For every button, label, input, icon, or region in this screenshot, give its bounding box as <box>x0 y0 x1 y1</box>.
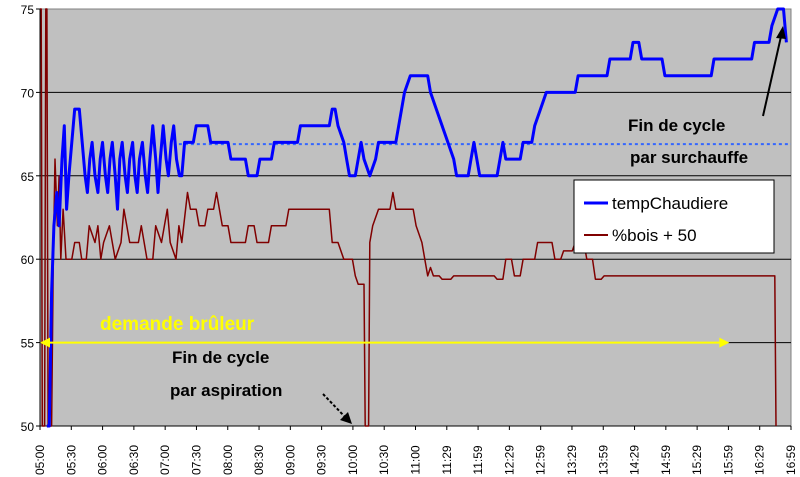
annotation-aspiration-line1: Fin de cycle <box>172 348 269 367</box>
x-tick-label: 09:30 <box>315 445 329 475</box>
legend-label-bois: %bois + 50 <box>612 226 697 245</box>
y-tick-label: 50 <box>21 420 35 434</box>
y-tick-label: 75 <box>21 3 35 17</box>
x-tick-label: 12:29 <box>502 445 516 475</box>
x-axis: 05:00 05:30 06:00 06:30 07:00 07:30 08:00 08:30… <box>33 425 798 475</box>
y-tick-label: 55 <box>21 337 35 351</box>
x-tick-label: 15:29 <box>690 445 704 475</box>
x-tick-label: 15:59 <box>721 445 735 475</box>
x-tick-label: 07:30 <box>189 445 203 475</box>
x-tick-label: 06:30 <box>127 445 141 475</box>
x-tick-label: 09:00 <box>283 445 297 475</box>
x-tick-label: 11:00 <box>409 445 423 474</box>
annotation-surchauffe-line1: Fin de cycle <box>628 116 725 135</box>
x-tick-label: 08:00 <box>221 445 235 475</box>
legend-label-tempchaudiere: tempChaudiere <box>612 194 728 213</box>
series-bois <box>40 8 777 427</box>
x-tick-label: 07:00 <box>158 445 172 475</box>
x-tick-label: 12:59 <box>534 445 548 475</box>
demande-arrowhead-right <box>719 337 730 348</box>
demande-label: demande brûleur <box>100 314 255 335</box>
x-tick-label: 10:00 <box>346 445 360 475</box>
x-tick-label: 14:29 <box>628 445 642 475</box>
y-tick-label: 70 <box>21 86 35 100</box>
legend: tempChaudiere %bois + 50 <box>573 179 775 254</box>
annotation-aspiration-line2: par aspiration <box>170 381 282 400</box>
series-layer <box>40 7 788 428</box>
x-tick-label: 10:30 <box>377 445 391 475</box>
annotation-surchauffe-line2: par surchauffe <box>630 148 748 167</box>
legend-box <box>573 179 775 254</box>
demande-arrowhead-left <box>40 337 50 348</box>
y-axis: 50 55 60 65 70 75 <box>21 3 41 434</box>
x-tick-label: 13:59 <box>596 445 610 475</box>
arrow-surchauffe <box>762 26 786 117</box>
x-tick-label: 06:00 <box>96 445 110 475</box>
series-tempchaudiere <box>46 7 788 428</box>
x-tick-label: 08:30 <box>252 445 266 475</box>
arrow-aspiration <box>322 393 352 424</box>
x-tick-label: 11:59 <box>471 445 485 474</box>
x-tick-label: 16:59 <box>784 445 798 475</box>
x-tick-label: 11:29 <box>440 445 454 474</box>
x-tick-label: 05:00 <box>33 445 47 475</box>
y-tick-label: 60 <box>21 253 35 267</box>
x-tick-label: 16:29 <box>753 445 767 475</box>
x-tick-label: 14:59 <box>659 445 673 475</box>
x-tick-label: 13:29 <box>565 445 579 475</box>
y-tick-label: 65 <box>21 170 35 184</box>
x-tick-label: 05:30 <box>64 445 78 475</box>
demande-bruleur-line <box>40 337 730 348</box>
